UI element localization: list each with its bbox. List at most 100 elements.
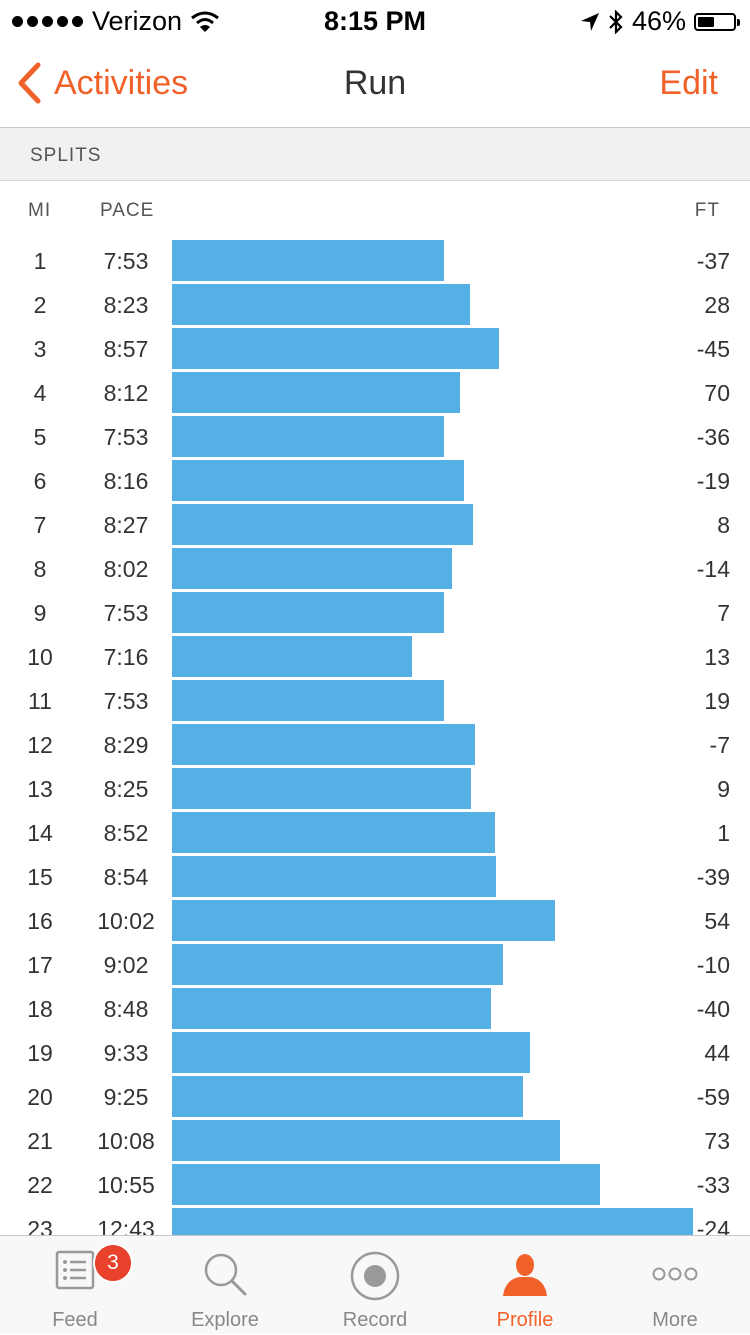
tab-label: Record (342, 1309, 408, 1331)
split-elevation: 9 (717, 776, 730, 802)
split-row: 20 9:25 -59 (0, 1075, 750, 1119)
split-elevation: -10 (696, 952, 730, 978)
split-elevation: 13 (704, 644, 730, 670)
split-pace: 7:53 (103, 600, 149, 626)
split-mile: 13 (27, 776, 53, 802)
split-mile: 23 (27, 1216, 53, 1235)
split-row: 3 8:57 -45 (0, 327, 750, 371)
battery-icon (694, 12, 740, 31)
pace-bar (172, 1164, 600, 1205)
tab-record[interactable]: Record (300, 1236, 450, 1335)
split-mile: 21 (27, 1128, 53, 1154)
navigation-bar: Activities Run Edit (0, 40, 750, 128)
split-pace: 9:02 (103, 952, 149, 978)
pace-bar (172, 284, 470, 325)
back-label: Activities (54, 63, 189, 102)
split-row: 16 10:02 54 (0, 899, 750, 943)
notification-badge: 3 (93, 1243, 133, 1283)
split-pace: 10:08 (97, 1128, 155, 1154)
status-time: 8:15 PM (323, 6, 427, 36)
split-pace: 8:52 (103, 820, 149, 846)
split-row: 22 10:55 -33 (0, 1163, 750, 1207)
split-row: 18 8:48 -40 (0, 987, 750, 1031)
location-arrow-icon (580, 12, 599, 31)
split-mile: 1 (33, 248, 47, 274)
split-mile: 17 (27, 952, 53, 978)
split-pace: 8:16 (103, 468, 149, 494)
split-elevation: 7 (717, 600, 730, 626)
split-elevation: -40 (696, 996, 730, 1022)
pace-bar (172, 856, 496, 897)
split-mile: 14 (27, 820, 53, 846)
split-pace: 8:25 (103, 776, 149, 802)
split-pace: 8:57 (103, 336, 149, 362)
split-mile: 16 (27, 908, 53, 934)
split-row: 5 7:53 -36 (0, 415, 750, 459)
splits-list[interactable]: 1 7:53 -37 2 8:23 28 3 8:57 -45 4 8:12 70 5 7:53 -36 6 8… (0, 239, 750, 1235)
column-header-ft: FT (694, 200, 720, 221)
pace-bar (172, 1076, 523, 1117)
tab-label: Profile (496, 1309, 554, 1331)
split-pace: 7:53 (103, 688, 149, 714)
split-pace: 8:27 (103, 512, 149, 538)
status-bar: Verizon 8:15 PM 46% (0, 0, 750, 40)
split-row: 2 8:23 28 (0, 283, 750, 327)
tab-label: More (652, 1309, 698, 1331)
column-header-pace: PACE (100, 200, 155, 221)
search-icon (204, 1253, 247, 1296)
split-row: 19 9:33 44 (0, 1031, 750, 1075)
split-mile: 10 (27, 644, 53, 670)
record-icon (350, 1251, 400, 1301)
page-title: Run (343, 64, 407, 102)
signal-icon (12, 16, 83, 27)
pace-bar (172, 592, 444, 633)
split-elevation: 1 (717, 820, 730, 846)
split-mile: 22 (27, 1172, 53, 1198)
split-pace: 10:02 (97, 908, 155, 934)
split-row: 11 7:53 19 (0, 679, 750, 723)
split-mile: 9 (33, 600, 47, 626)
pace-bar (172, 988, 491, 1029)
split-elevation: -37 (696, 248, 730, 274)
split-elevation: -19 (696, 468, 730, 494)
split-pace: 12:43 (97, 1216, 155, 1235)
pace-bar (172, 680, 444, 721)
split-elevation: 70 (704, 380, 730, 406)
split-row: 6 8:16 -19 (0, 459, 750, 503)
split-pace: 7:53 (103, 248, 149, 274)
split-pace: 9:33 (103, 1040, 149, 1066)
split-mile: 19 (27, 1040, 53, 1066)
pace-bar (172, 1120, 560, 1161)
tab-explore[interactable]: Explore (150, 1236, 300, 1335)
split-elevation: -7 (709, 732, 730, 758)
split-row: 7 8:27 8 (0, 503, 750, 547)
pace-bar (172, 504, 473, 545)
column-header-mi: MI (28, 200, 52, 221)
split-pace: 9:25 (103, 1084, 149, 1110)
tab-profile[interactable]: Profile (450, 1236, 600, 1335)
tab-label: Explore (191, 1309, 259, 1331)
split-row: 4 8:12 70 (0, 371, 750, 415)
edit-button[interactable]: Edit (659, 64, 718, 102)
split-mile: 7 (33, 512, 47, 538)
split-row: 23 12:43 -24 (0, 1207, 750, 1235)
split-mile: 20 (27, 1084, 53, 1110)
split-elevation: -39 (696, 864, 730, 890)
pace-bar (172, 460, 464, 501)
tab-bar: 3 Feed Explore Record Profile More (0, 1235, 750, 1334)
split-row: 12 8:29 -7 (0, 723, 750, 767)
tab-label: Feed (52, 1309, 98, 1331)
split-pace: 7:53 (103, 424, 149, 450)
pace-bar (172, 1208, 693, 1235)
pace-bar (172, 900, 555, 941)
split-pace: 8:48 (103, 996, 149, 1022)
tab-feed[interactable]: 3 Feed (0, 1236, 150, 1335)
split-pace: 8:29 (103, 732, 149, 758)
split-pace: 7:16 (103, 644, 149, 670)
split-mile: 5 (33, 424, 47, 450)
tab-more[interactable]: More (600, 1236, 750, 1335)
back-button[interactable]: Activities (16, 62, 188, 104)
profile-icon (503, 1254, 547, 1296)
pace-bar (172, 548, 452, 589)
split-mile: 6 (33, 468, 47, 494)
